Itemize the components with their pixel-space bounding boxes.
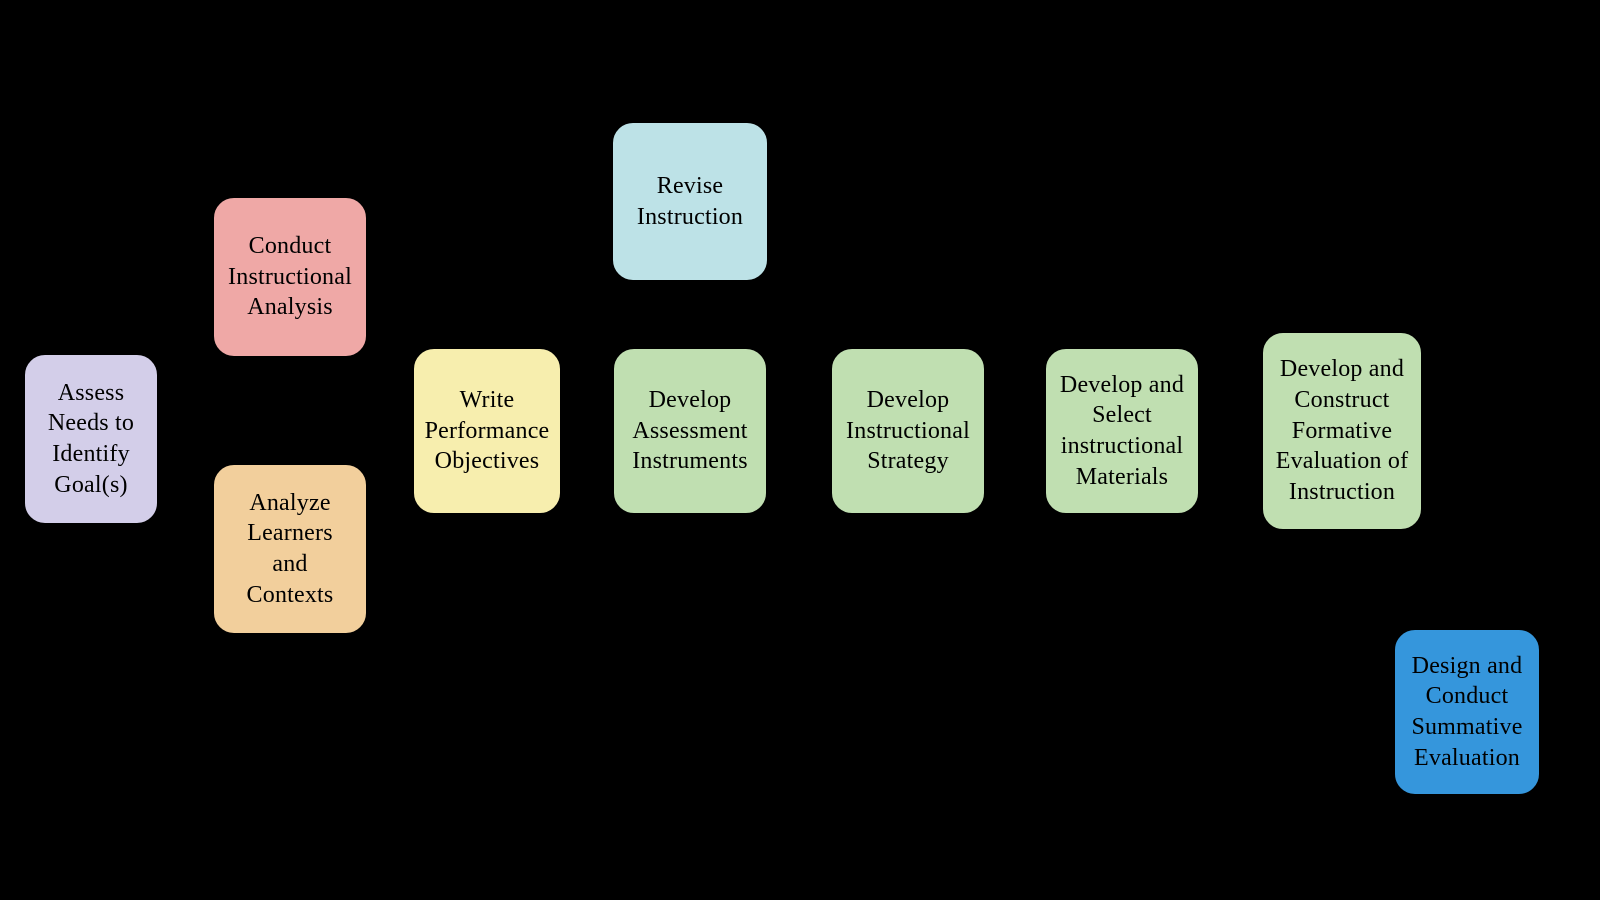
node-label: AssessNeeds toIdentifyGoal(s) <box>48 378 134 501</box>
node-develop-assessment: DevelopAssessmentInstruments <box>612 347 768 515</box>
node-label: Develop andSelectinstructionalMaterials <box>1060 370 1184 493</box>
node-formative-evaluation: Develop andConstructFormativeEvaluation … <box>1261 331 1423 531</box>
node-develop-materials: Develop andSelectinstructionalMaterials <box>1044 347 1200 515</box>
node-revise-instruction: ReviseInstruction <box>611 121 769 282</box>
node-label: ConductInstructionalAnalysis <box>228 231 352 323</box>
node-analyze-learners: AnalyzeLearnersandContexts <box>212 463 368 635</box>
node-label: WritePerformanceObjectives <box>425 385 550 477</box>
diagram-stage: AssessNeeds toIdentifyGoal(s) ConductIns… <box>0 0 1600 900</box>
node-assess-needs: AssessNeeds toIdentifyGoal(s) <box>23 353 159 525</box>
node-label: Design andConductSummativeEvaluation <box>1411 651 1522 774</box>
node-summative-evaluation: Design andConductSummativeEvaluation <box>1393 628 1541 796</box>
node-label: ReviseInstruction <box>637 171 743 232</box>
node-label: DevelopInstructionalStrategy <box>846 385 970 477</box>
node-develop-strategy: DevelopInstructionalStrategy <box>830 347 986 515</box>
node-conduct-analysis: ConductInstructionalAnalysis <box>212 196 368 358</box>
node-write-objectives: WritePerformanceObjectives <box>412 347 562 515</box>
node-label: DevelopAssessmentInstruments <box>632 385 748 477</box>
node-label: AnalyzeLearnersandContexts <box>247 488 334 611</box>
node-label: Develop andConstructFormativeEvaluation … <box>1276 354 1409 508</box>
